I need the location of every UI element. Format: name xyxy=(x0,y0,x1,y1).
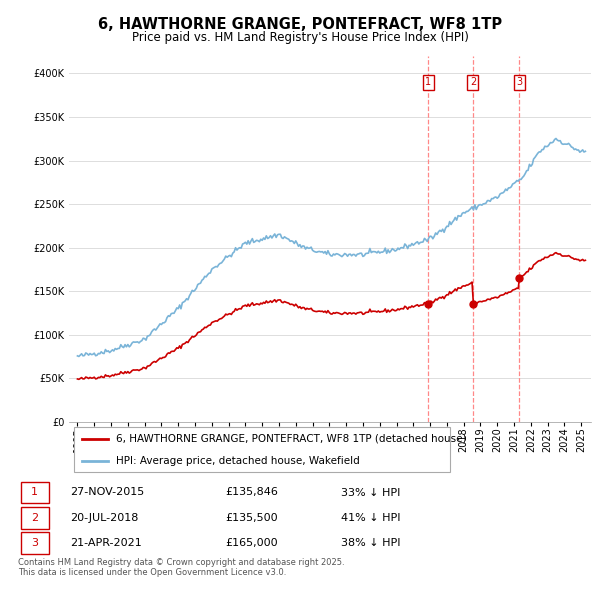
Text: 1: 1 xyxy=(31,487,38,497)
Text: 3: 3 xyxy=(31,538,38,548)
Text: 1: 1 xyxy=(425,77,431,87)
Text: £165,000: £165,000 xyxy=(226,538,278,548)
Text: 2: 2 xyxy=(470,77,476,87)
Text: 41% ↓ HPI: 41% ↓ HPI xyxy=(341,513,400,523)
Text: £135,846: £135,846 xyxy=(226,487,278,497)
Text: 6, HAWTHORNE GRANGE, PONTEFRACT, WF8 1TP (detached house): 6, HAWTHORNE GRANGE, PONTEFRACT, WF8 1TP… xyxy=(116,434,466,444)
FancyBboxPatch shape xyxy=(21,507,49,529)
Text: 20-JUL-2018: 20-JUL-2018 xyxy=(70,513,138,523)
Text: 6, HAWTHORNE GRANGE, PONTEFRACT, WF8 1TP: 6, HAWTHORNE GRANGE, PONTEFRACT, WF8 1TP xyxy=(98,17,502,31)
FancyBboxPatch shape xyxy=(74,427,450,473)
FancyBboxPatch shape xyxy=(21,481,49,503)
Text: £135,500: £135,500 xyxy=(226,513,278,523)
Text: 3: 3 xyxy=(516,77,522,87)
Text: 21-APR-2021: 21-APR-2021 xyxy=(70,538,142,548)
Text: Contains HM Land Registry data © Crown copyright and database right 2025.
This d: Contains HM Land Registry data © Crown c… xyxy=(18,558,344,577)
Text: 38% ↓ HPI: 38% ↓ HPI xyxy=(341,538,400,548)
Text: Price paid vs. HM Land Registry's House Price Index (HPI): Price paid vs. HM Land Registry's House … xyxy=(131,31,469,44)
Text: 27-NOV-2015: 27-NOV-2015 xyxy=(70,487,144,497)
FancyBboxPatch shape xyxy=(21,532,49,554)
Text: 33% ↓ HPI: 33% ↓ HPI xyxy=(341,487,400,497)
Text: HPI: Average price, detached house, Wakefield: HPI: Average price, detached house, Wake… xyxy=(116,456,360,466)
Text: 2: 2 xyxy=(31,513,38,523)
